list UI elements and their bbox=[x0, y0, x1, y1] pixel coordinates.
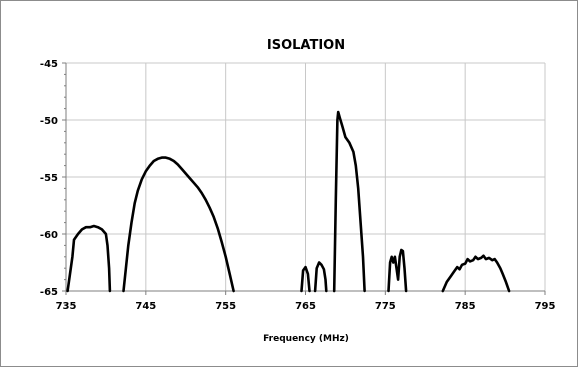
chart-title: ISOLATION bbox=[267, 38, 345, 53]
x-tick-label: 795 bbox=[535, 301, 556, 312]
isolation-trace-segment bbox=[122, 156, 235, 293]
isolation-trace-segment bbox=[313, 261, 328, 293]
grid bbox=[66, 62, 546, 291]
x-tick-label: 735 bbox=[56, 301, 77, 312]
y-tick-label: -60 bbox=[40, 230, 58, 241]
x-tick-label: 765 bbox=[295, 301, 316, 312]
x-tick-label: 785 bbox=[455, 301, 476, 312]
x-axis-title: Frequency (MHz) bbox=[263, 334, 349, 344]
isolation-trace-segment bbox=[441, 254, 511, 293]
isolation-trace-segment bbox=[387, 248, 408, 293]
isolation-trace-segment bbox=[66, 224, 112, 293]
isolation-trace-segment bbox=[332, 110, 366, 293]
y-tick-label: -50 bbox=[40, 116, 58, 127]
axes bbox=[62, 62, 546, 295]
tick-labels: 735 745 755 765 775 785 795 -45 -50 -55 -60 -65 bbox=[40, 59, 556, 312]
y-tick-label: -45 bbox=[40, 59, 58, 70]
x-tick-label: 775 bbox=[375, 301, 396, 312]
y-tick-label: -55 bbox=[40, 173, 58, 184]
y-tick-label: -65 bbox=[40, 287, 58, 298]
x-tick-label: 745 bbox=[135, 301, 156, 312]
isolation-trace-segment bbox=[300, 265, 311, 293]
x-tick-label: 755 bbox=[215, 301, 236, 312]
series bbox=[66, 110, 511, 293]
